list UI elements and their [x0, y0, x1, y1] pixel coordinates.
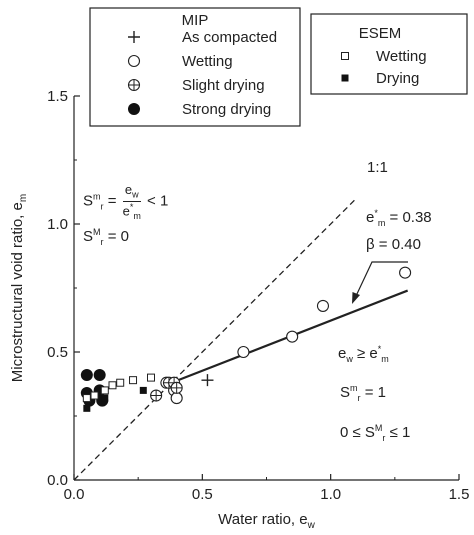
- srm-rhs: < 1: [147, 192, 169, 210]
- drying-filled-square-point: [83, 404, 91, 412]
- em-star-label: e*m = 0.38: [366, 208, 432, 228]
- as-compacted-plus-point: [201, 374, 214, 387]
- x-tick-label: 1.5: [449, 486, 470, 503]
- x-axis-label: Water ratio, ew: [218, 511, 315, 531]
- esem-legend-label: Wetting: [376, 48, 427, 65]
- esem-legend-title: ESEM: [359, 25, 402, 42]
- srm-equation: Smr = ew e*m < 1: [83, 183, 168, 221]
- annotation-leader-line: [355, 261, 408, 297]
- esem-legend-marker: [341, 52, 349, 60]
- x-tick-label: 0.0: [64, 486, 85, 503]
- esem-legend-marker: [341, 74, 349, 82]
- wetting-open-circle-point: [399, 266, 412, 279]
- wetting-open-square-point: [90, 391, 99, 400]
- drying-filled-square-point: [101, 394, 109, 402]
- srm-lhs-sub: r: [100, 201, 104, 212]
- wetting-open-circle-point: [170, 392, 183, 405]
- wetting-open-square-point: [147, 373, 155, 382]
- mip-legend-marker: [128, 31, 140, 43]
- one-to-one-line: [73, 197, 357, 481]
- wetting-open-circle-point: [316, 299, 330, 312]
- annotation-arrowhead: [352, 292, 360, 304]
- mip-legend-label: Wetting: [182, 53, 233, 70]
- srM-equation: SMr = 0: [83, 227, 129, 247]
- srm-lhs: S: [83, 192, 94, 210]
- slight-drying-crossed-circle-point-cross: [171, 382, 183, 394]
- mip-legend-marker: [127, 78, 141, 92]
- condition-srM-range: 0 ≤ SMr ≤ 1: [340, 423, 411, 443]
- wetting-open-square-point: [100, 386, 109, 395]
- srm-fraction: ew e*m: [122, 183, 141, 221]
- y-axis-label: Microstructural void ratio, em: [9, 194, 29, 382]
- mip-legend-label: Strong drying: [182, 101, 271, 118]
- wetting-open-circle-point: [286, 330, 299, 343]
- slight-drying-crossed-circle-point: [150, 389, 163, 402]
- wetting-open-circle-point: [237, 345, 250, 359]
- one-to-one-label: 1:1: [367, 159, 388, 176]
- wetting-open-square-point: [129, 376, 138, 385]
- slight-drying-crossed-circle-point-cross: [150, 390, 162, 402]
- wetting-open-square-point: [108, 381, 117, 390]
- y-tick-label: 1.5: [47, 88, 68, 105]
- condition-srm-eq-1: Smr = 1: [340, 383, 386, 403]
- slight-drying-crossed-circle-point: [170, 381, 183, 394]
- strong-drying-filled-circle-point: [80, 369, 93, 382]
- srm-eq: =: [107, 192, 117, 210]
- drying-filled-square-point: [139, 386, 147, 394]
- y-tick-label: 0.0: [47, 472, 68, 489]
- srm-denominator: e*m: [122, 201, 141, 221]
- plot-area: 0.0 0.5 1.0 1.5 0.0 0.5 1.0 1.5 Water ratio, ew M…: [9, 7, 470, 531]
- mip-legend-marker: [127, 54, 141, 68]
- y-tick-label: 1.0: [47, 216, 68, 233]
- mip-legend-marker: [128, 103, 140, 115]
- esem-legend-label: Drying: [376, 70, 419, 87]
- mip-legend-box: [89, 7, 301, 127]
- strong-drying-filled-circle-point: [93, 369, 106, 382]
- wetting-open-square-point: [116, 378, 125, 387]
- x-tick-label: 1.0: [320, 486, 341, 503]
- condition-ew-ge-em: ew ≥ e*m: [338, 344, 389, 364]
- mip-legend-label: As compacted: [182, 29, 277, 46]
- srm-numerator: ew: [122, 183, 141, 202]
- mip-legend-label: Slight drying: [182, 77, 265, 94]
- y-tick-label: 0.5: [47, 344, 68, 361]
- x-tick-label: 0.5: [192, 486, 213, 503]
- wetting-open-square-point: [82, 394, 91, 403]
- esem-legend-box: [310, 13, 468, 95]
- beta-label: β = 0.40: [366, 236, 421, 253]
- srm-lhs-sup: m: [93, 191, 101, 202]
- mip-legend-marker-cross: [128, 79, 140, 91]
- mip-legend-title: MIP: [182, 12, 209, 29]
